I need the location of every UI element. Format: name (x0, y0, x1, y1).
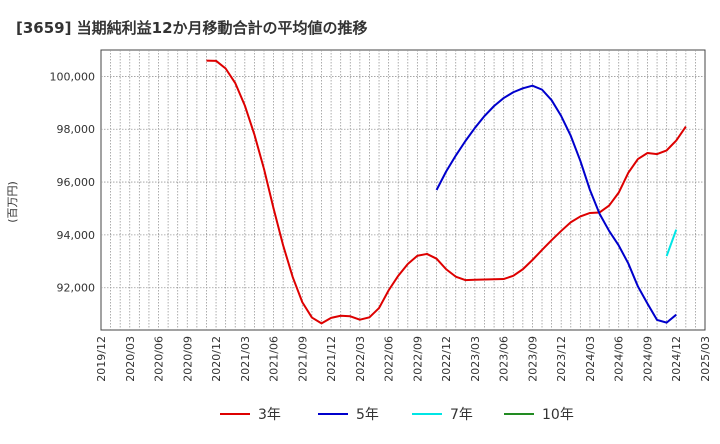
x-tick-label: 2024/09 (641, 336, 654, 382)
legend-label: 10年 (542, 407, 574, 423)
x-tick-label: 2022/03 (354, 336, 367, 382)
x-tick-label: 2021/12 (325, 336, 338, 382)
plot-area (100, 49, 706, 331)
series-line-5年 (435, 84, 677, 324)
series-layer (206, 59, 687, 325)
series-line-7年 (665, 229, 678, 257)
x-tick-label: 2024/06 (613, 336, 626, 382)
legend: 3年 5年 7年 10年 (220, 407, 574, 423)
x-tick-label: 2023/06 (498, 336, 511, 382)
x-tick-label: 2023/12 (555, 336, 568, 382)
y-tick-label: 94,000 (57, 229, 96, 242)
x-tick-label: 2021/06 (268, 336, 281, 382)
x-tick-label: 2023/09 (526, 336, 539, 382)
x-tick-label: 2022/09 (411, 336, 424, 382)
x-tick-label: 2020/09 (181, 336, 194, 382)
x-tick-label: 2020/06 (153, 336, 166, 382)
x-tick-label: 2020/03 (124, 336, 137, 382)
x-tick-label: 2021/03 (239, 336, 252, 382)
x-tick-label: 2023/03 (469, 336, 482, 382)
y-tick-label: 96,000 (57, 176, 96, 189)
legend-label: 3年 (258, 407, 281, 423)
chart-title: [3659] 当期純利益12か月移動合計の平均値の推移 (16, 19, 368, 37)
x-tick-labels: 2019/12 2020/03 2020/06 2020/09 2020/12 2021/… (95, 336, 712, 382)
legend-label: 5年 (356, 407, 379, 423)
y-tick-label: 92,000 (57, 282, 96, 295)
x-tick-label: 2020/12 (210, 336, 223, 382)
legend-label: 7年 (450, 407, 473, 423)
x-tick-label: 2019/12 (95, 336, 108, 382)
x-tick-label: 2024/12 (670, 336, 683, 382)
y-tick-labels: 92,000 94,000 96,000 98,000 100,000 (50, 70, 96, 294)
x-tick-label: 2025/03 (699, 336, 712, 382)
x-tick-label: 2021/09 (296, 336, 309, 382)
x-tick-label: 2022/06 (383, 336, 396, 382)
x-tick-label: 2024/03 (584, 336, 597, 382)
y-tick-label: 100,000 (50, 70, 96, 83)
y-tick-label: 98,000 (57, 123, 96, 136)
series-line-3年 (206, 59, 687, 325)
y-axis-label: (百万円) (6, 181, 19, 223)
x-tick-label: 2022/12 (440, 336, 453, 382)
